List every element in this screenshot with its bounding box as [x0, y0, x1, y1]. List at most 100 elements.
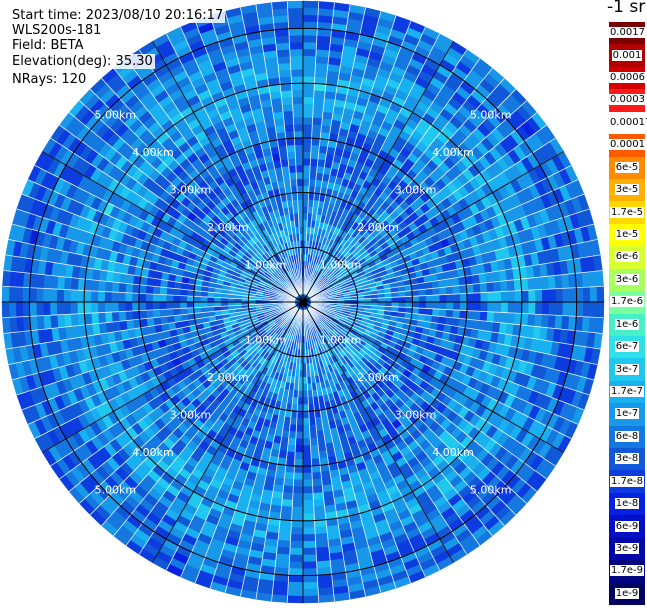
ppi-cell [119, 283, 127, 293]
ppi-cell [272, 595, 288, 603]
ppi-cell [596, 271, 604, 287]
ppi-cell [426, 295, 433, 302]
ppi-cell [98, 312, 106, 323]
ppi-cell [406, 296, 413, 302]
ppi-cell [597, 302, 604, 318]
ppi-cell [303, 568, 317, 575]
ppi-cell [316, 540, 329, 548]
ppi-cell [291, 527, 303, 534]
ppi-cell [139, 285, 147, 294]
ppi-cell [460, 302, 467, 311]
ppi-cell [159, 302, 166, 310]
ppi-cell [112, 282, 120, 292]
ppi-cell [535, 290, 542, 303]
ppi-cell [534, 277, 542, 290]
ppi-cell [445, 279, 453, 288]
ppi-cell [57, 276, 65, 289]
ppi-cell [453, 294, 460, 302]
ppi-cell [487, 312, 495, 322]
ppi-cell [515, 302, 522, 314]
ppi-cell [473, 311, 481, 321]
ppi-cell [318, 152, 327, 160]
ppi-cell [292, 514, 304, 521]
ppi-cell [303, 49, 316, 56]
ppi-cell [296, 425, 303, 432]
ppi-cell [313, 104, 324, 112]
ppi-cell [57, 302, 64, 315]
ppi-cell [494, 281, 502, 292]
ppi-cell [287, 445, 295, 452]
ppi-cell [466, 311, 474, 320]
ppi-cell [153, 294, 160, 302]
ppi-cell [500, 312, 508, 323]
ppi-cell [303, 452, 311, 459]
ppi-cell [278, 451, 287, 459]
ppi-cell [71, 278, 79, 291]
ppi-cell [43, 315, 51, 329]
ppi-cell [507, 313, 515, 325]
ppi-cell [125, 311, 132, 321]
ppi-cell [285, 465, 294, 473]
ppi-cell [446, 310, 453, 318]
ppi-cell [474, 293, 481, 302]
ppi-cell [207, 302, 214, 307]
ppi-cell [303, 179, 309, 186]
ppi-cell [528, 290, 535, 302]
ppi-cell [318, 444, 327, 452]
ppi-cell [311, 445, 319, 452]
ppi-cell [119, 311, 127, 321]
ppi-cell [303, 83, 315, 90]
ppi-cell [160, 287, 167, 295]
ppi-cell [563, 288, 570, 302]
ppi-cell [132, 284, 140, 293]
ppi-cell [125, 283, 132, 293]
ppi-cell [146, 310, 153, 319]
ppi-cell [173, 302, 180, 309]
ppi-cell [313, 493, 324, 501]
ppi-cell [303, 90, 314, 97]
ppi-cell [283, 486, 293, 494]
ppi-cell [84, 291, 91, 303]
ppi-cell [70, 302, 77, 314]
ppi-cell [303, 131, 312, 138]
ppi-cell [419, 302, 426, 308]
ppi-cell [460, 310, 468, 319]
ppi-cell [289, 431, 297, 438]
ppi-cell [481, 292, 488, 302]
ppi-cell [528, 314, 536, 327]
ppi-cell [487, 282, 495, 292]
ppi-cell [207, 297, 214, 302]
ppi-cell [77, 302, 84, 314]
ppi-cell [313, 499, 324, 507]
ppi-cell [548, 315, 556, 329]
ppi-cell [312, 465, 321, 473]
ppi-cell [294, 466, 303, 473]
ppi-cell [296, 432, 303, 439]
ppi-cell [303, 439, 311, 446]
ppi-cell [576, 302, 583, 317]
ppi-cell [313, 97, 324, 105]
ppi-cell [303, 165, 310, 172]
ppi-cell [16, 302, 23, 317]
ppi-cell [2, 302, 9, 318]
ppi-cell [303, 459, 312, 466]
ppi-cell [534, 314, 542, 327]
ppi-cell [98, 281, 106, 292]
ppi-cell [590, 287, 597, 302]
ppi-cell [315, 533, 328, 541]
ppi-cell [303, 117, 313, 124]
ppi-cell [317, 36, 331, 44]
ppi-cell [426, 288, 433, 295]
ppi-cell [303, 541, 316, 548]
ppi-cell [541, 276, 549, 289]
ppi-cell [303, 555, 317, 562]
ppi-cell [303, 158, 311, 165]
ppi-cell [303, 480, 313, 487]
ppi-cell [291, 521, 303, 528]
ppi-cell [303, 405, 309, 412]
ppi-cell [160, 309, 167, 317]
ppi-cell [289, 555, 303, 562]
ppi-cell [494, 302, 501, 312]
